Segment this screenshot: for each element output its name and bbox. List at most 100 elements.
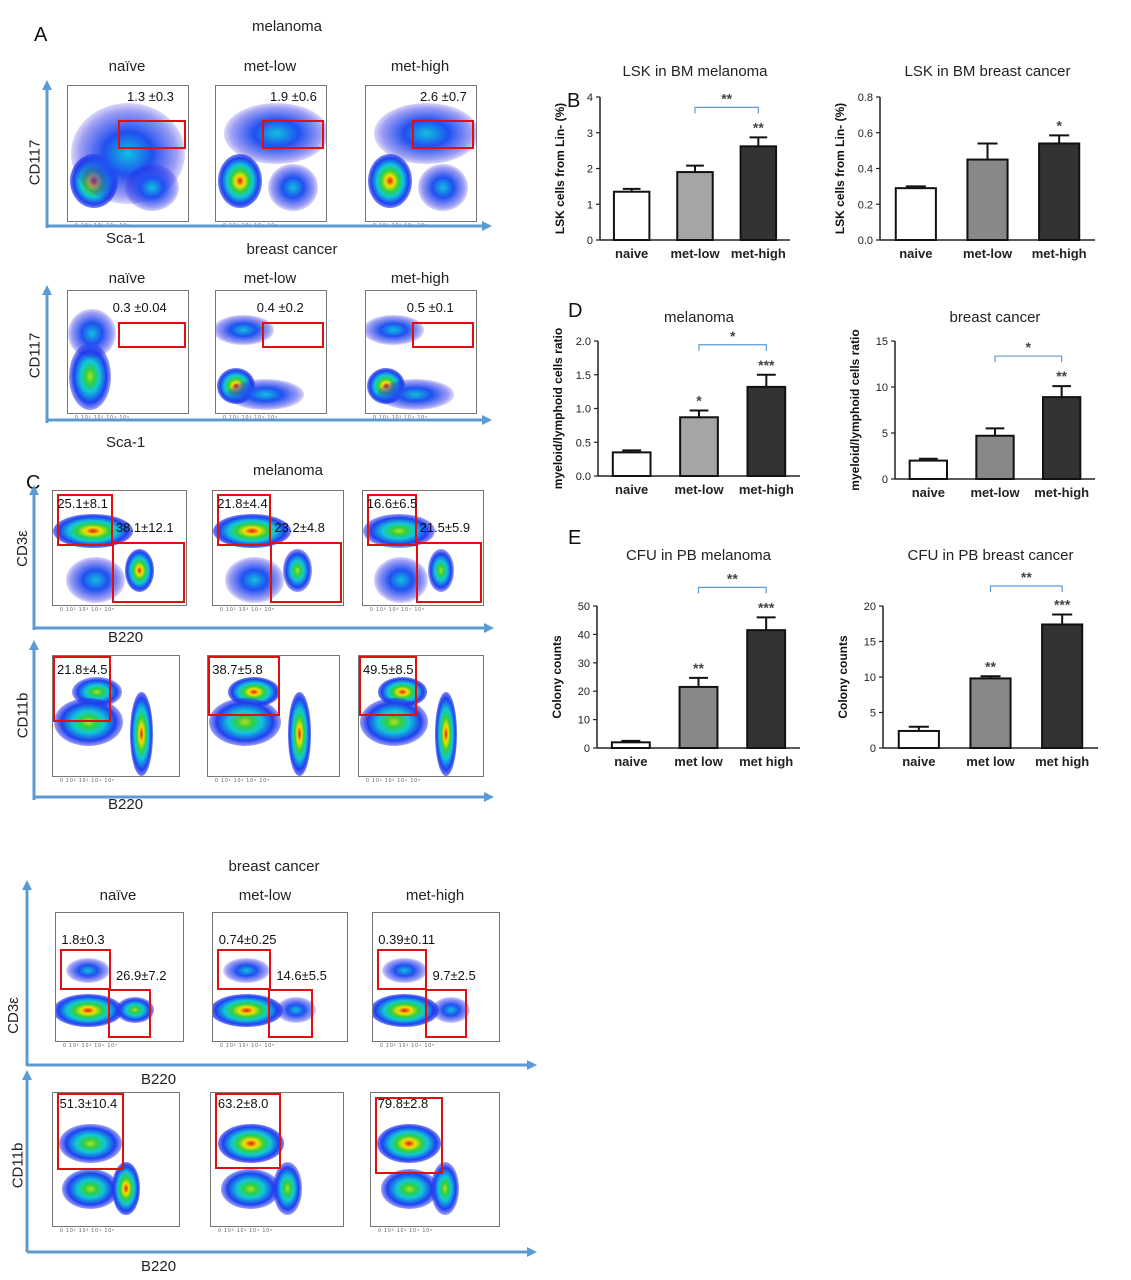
y-axis-arrow — [29, 485, 39, 630]
x-tick-label: met-low — [970, 485, 1020, 500]
axis-tick-labels: 0 10² 10³ 10⁴ 10⁵ — [370, 607, 426, 613]
flow-plot — [52, 655, 180, 777]
y-axis-label: LSK cells from Lin- (%) — [833, 103, 847, 234]
significance-stars: *** — [1054, 597, 1071, 613]
axis-tick-labels: 0 10² 10³ 10⁴ 10⁵ — [366, 778, 422, 784]
cell-density-cluster — [283, 549, 312, 593]
flow-plot — [67, 290, 189, 414]
y-axis-label-cd3e: CD3ε — [13, 530, 31, 567]
bar-chart: CFU in PB melanoma Colony counts 0 10 20 30 40… — [550, 547, 800, 769]
bar — [975, 434, 1015, 481]
y-tick-label: 50 — [578, 601, 590, 613]
cell-density-cluster — [382, 957, 427, 984]
flow-plot — [207, 655, 340, 777]
flow-plot — [212, 490, 344, 606]
y-tick-label: 10 — [864, 672, 876, 684]
significance-bracket — [994, 355, 1063, 363]
cell-density-cluster — [220, 1168, 281, 1209]
column-title: met-high — [390, 58, 450, 75]
section-title-breast-cancer: breast cancer — [228, 858, 320, 875]
x-tick-label: naive — [912, 485, 945, 500]
cell-density-cluster — [217, 1123, 284, 1164]
gate-percentage: 1.9 ±0.6 — [270, 89, 317, 105]
axis-tick-labels: 0 10² 10³ 10⁴ 10⁵ — [60, 778, 116, 784]
gate-percentage: 21.8±4.5 — [57, 662, 108, 678]
gate-percentage: 1.8±0.3 — [61, 932, 105, 948]
y-axis-label: myeloid/lymphoid cells ratio — [551, 328, 565, 489]
cell-density-cluster — [227, 379, 304, 410]
y-tick-label: 40 — [578, 629, 590, 641]
flow-plot — [215, 85, 327, 222]
x-axis-arrow — [47, 415, 492, 425]
y-tick-label: 2 — [587, 164, 593, 176]
axis-tick-labels: 0 10² 10³ 10⁴ 10⁵ — [378, 1228, 434, 1234]
y-tick-label: 0 — [587, 235, 593, 247]
panel-letter-c: C — [26, 472, 41, 494]
y-axis-arrow — [29, 640, 39, 800]
x-tick-label: naive — [615, 246, 648, 261]
gate-percentage: 21.5±5.9 — [419, 519, 471, 535]
y-axis-label-cd117: CD117 — [26, 332, 44, 379]
significance-bracket — [694, 106, 759, 114]
cell-density-cluster — [213, 993, 284, 1027]
cell-density-cluster — [224, 102, 326, 164]
cell-density-cluster — [53, 698, 123, 746]
x-axis-arrow — [34, 623, 494, 633]
gate-percentage: 23.2±4.8 — [274, 519, 325, 535]
chart-title: CFU in PB melanoma — [626, 547, 772, 564]
cell-density-cluster — [125, 163, 179, 211]
column-title: met-low — [243, 270, 297, 287]
cell-density-cluster — [374, 102, 476, 164]
cell-density-cluster — [374, 557, 429, 603]
gate-percentage: 25.1±8.1 — [57, 495, 108, 511]
y-axis-label-cd3e: CD3ε — [4, 997, 22, 1034]
bar — [679, 416, 719, 477]
axis-tick-labels: 0 10² 10³ 10⁴ 10⁵ — [60, 1228, 116, 1234]
significance-stars: ** — [753, 119, 764, 135]
significance-stars: *** — [758, 357, 775, 373]
bar — [739, 145, 778, 241]
cell-density-cluster — [208, 698, 281, 746]
x-axis-label-b220: B220 — [108, 629, 144, 646]
bar-chart: breast cancer myeloid/lymphoid cells rati… — [848, 309, 1095, 500]
x-tick-label: met-high — [1032, 246, 1087, 261]
cell-density-cluster — [112, 1162, 140, 1216]
x-axis-label-b220: B220 — [108, 796, 144, 813]
gate-rectangle — [262, 321, 324, 349]
cell-density-cluster — [427, 549, 455, 593]
gate-percentage: 0.3 ±0.04 — [112, 299, 167, 315]
chart-title: LSK in BM melanoma — [622, 63, 768, 80]
gate-rectangle — [262, 119, 324, 150]
gate-percentage: 0.4 ±0.2 — [256, 299, 304, 315]
flow-plot — [370, 1092, 500, 1227]
flow-plot — [358, 655, 484, 777]
x-tick-label: met low — [966, 754, 1015, 769]
cell-density-cluster — [65, 957, 110, 984]
cell-density-cluster — [373, 993, 440, 1027]
x-tick-label: met high — [1035, 754, 1089, 769]
y-axis-label-cd11b: CD11b — [14, 692, 32, 739]
x-axis-arrow — [47, 221, 492, 231]
y-axis-label: Colony counts — [836, 635, 850, 719]
gate-rectangle — [415, 542, 482, 603]
y-tick-label: 0 — [584, 743, 590, 755]
cell-density-cluster — [218, 153, 263, 208]
significance-bracket — [989, 585, 1063, 592]
cell-density-cluster — [59, 1123, 123, 1164]
bar — [897, 729, 940, 750]
gate-percentage: 49.5±8.5 — [362, 662, 414, 678]
x-axis-label-b220: B220 — [141, 1071, 177, 1088]
bar — [969, 677, 1012, 749]
flow-plot — [52, 1092, 180, 1227]
gate-rectangle — [412, 119, 474, 150]
cell-density-cluster — [377, 1123, 442, 1164]
y-tick-label: 1.5 — [576, 370, 591, 382]
y-tick-label: 30 — [578, 658, 590, 670]
bar — [676, 171, 714, 241]
bar — [1038, 142, 1081, 241]
gate-percentage: 79.8±2.8 — [377, 1095, 429, 1111]
x-tick-label: naive — [902, 754, 935, 769]
bar — [678, 685, 719, 750]
y-axis-arrow — [22, 880, 32, 1066]
gate-percentage: 26.9±7.2 — [115, 968, 167, 984]
